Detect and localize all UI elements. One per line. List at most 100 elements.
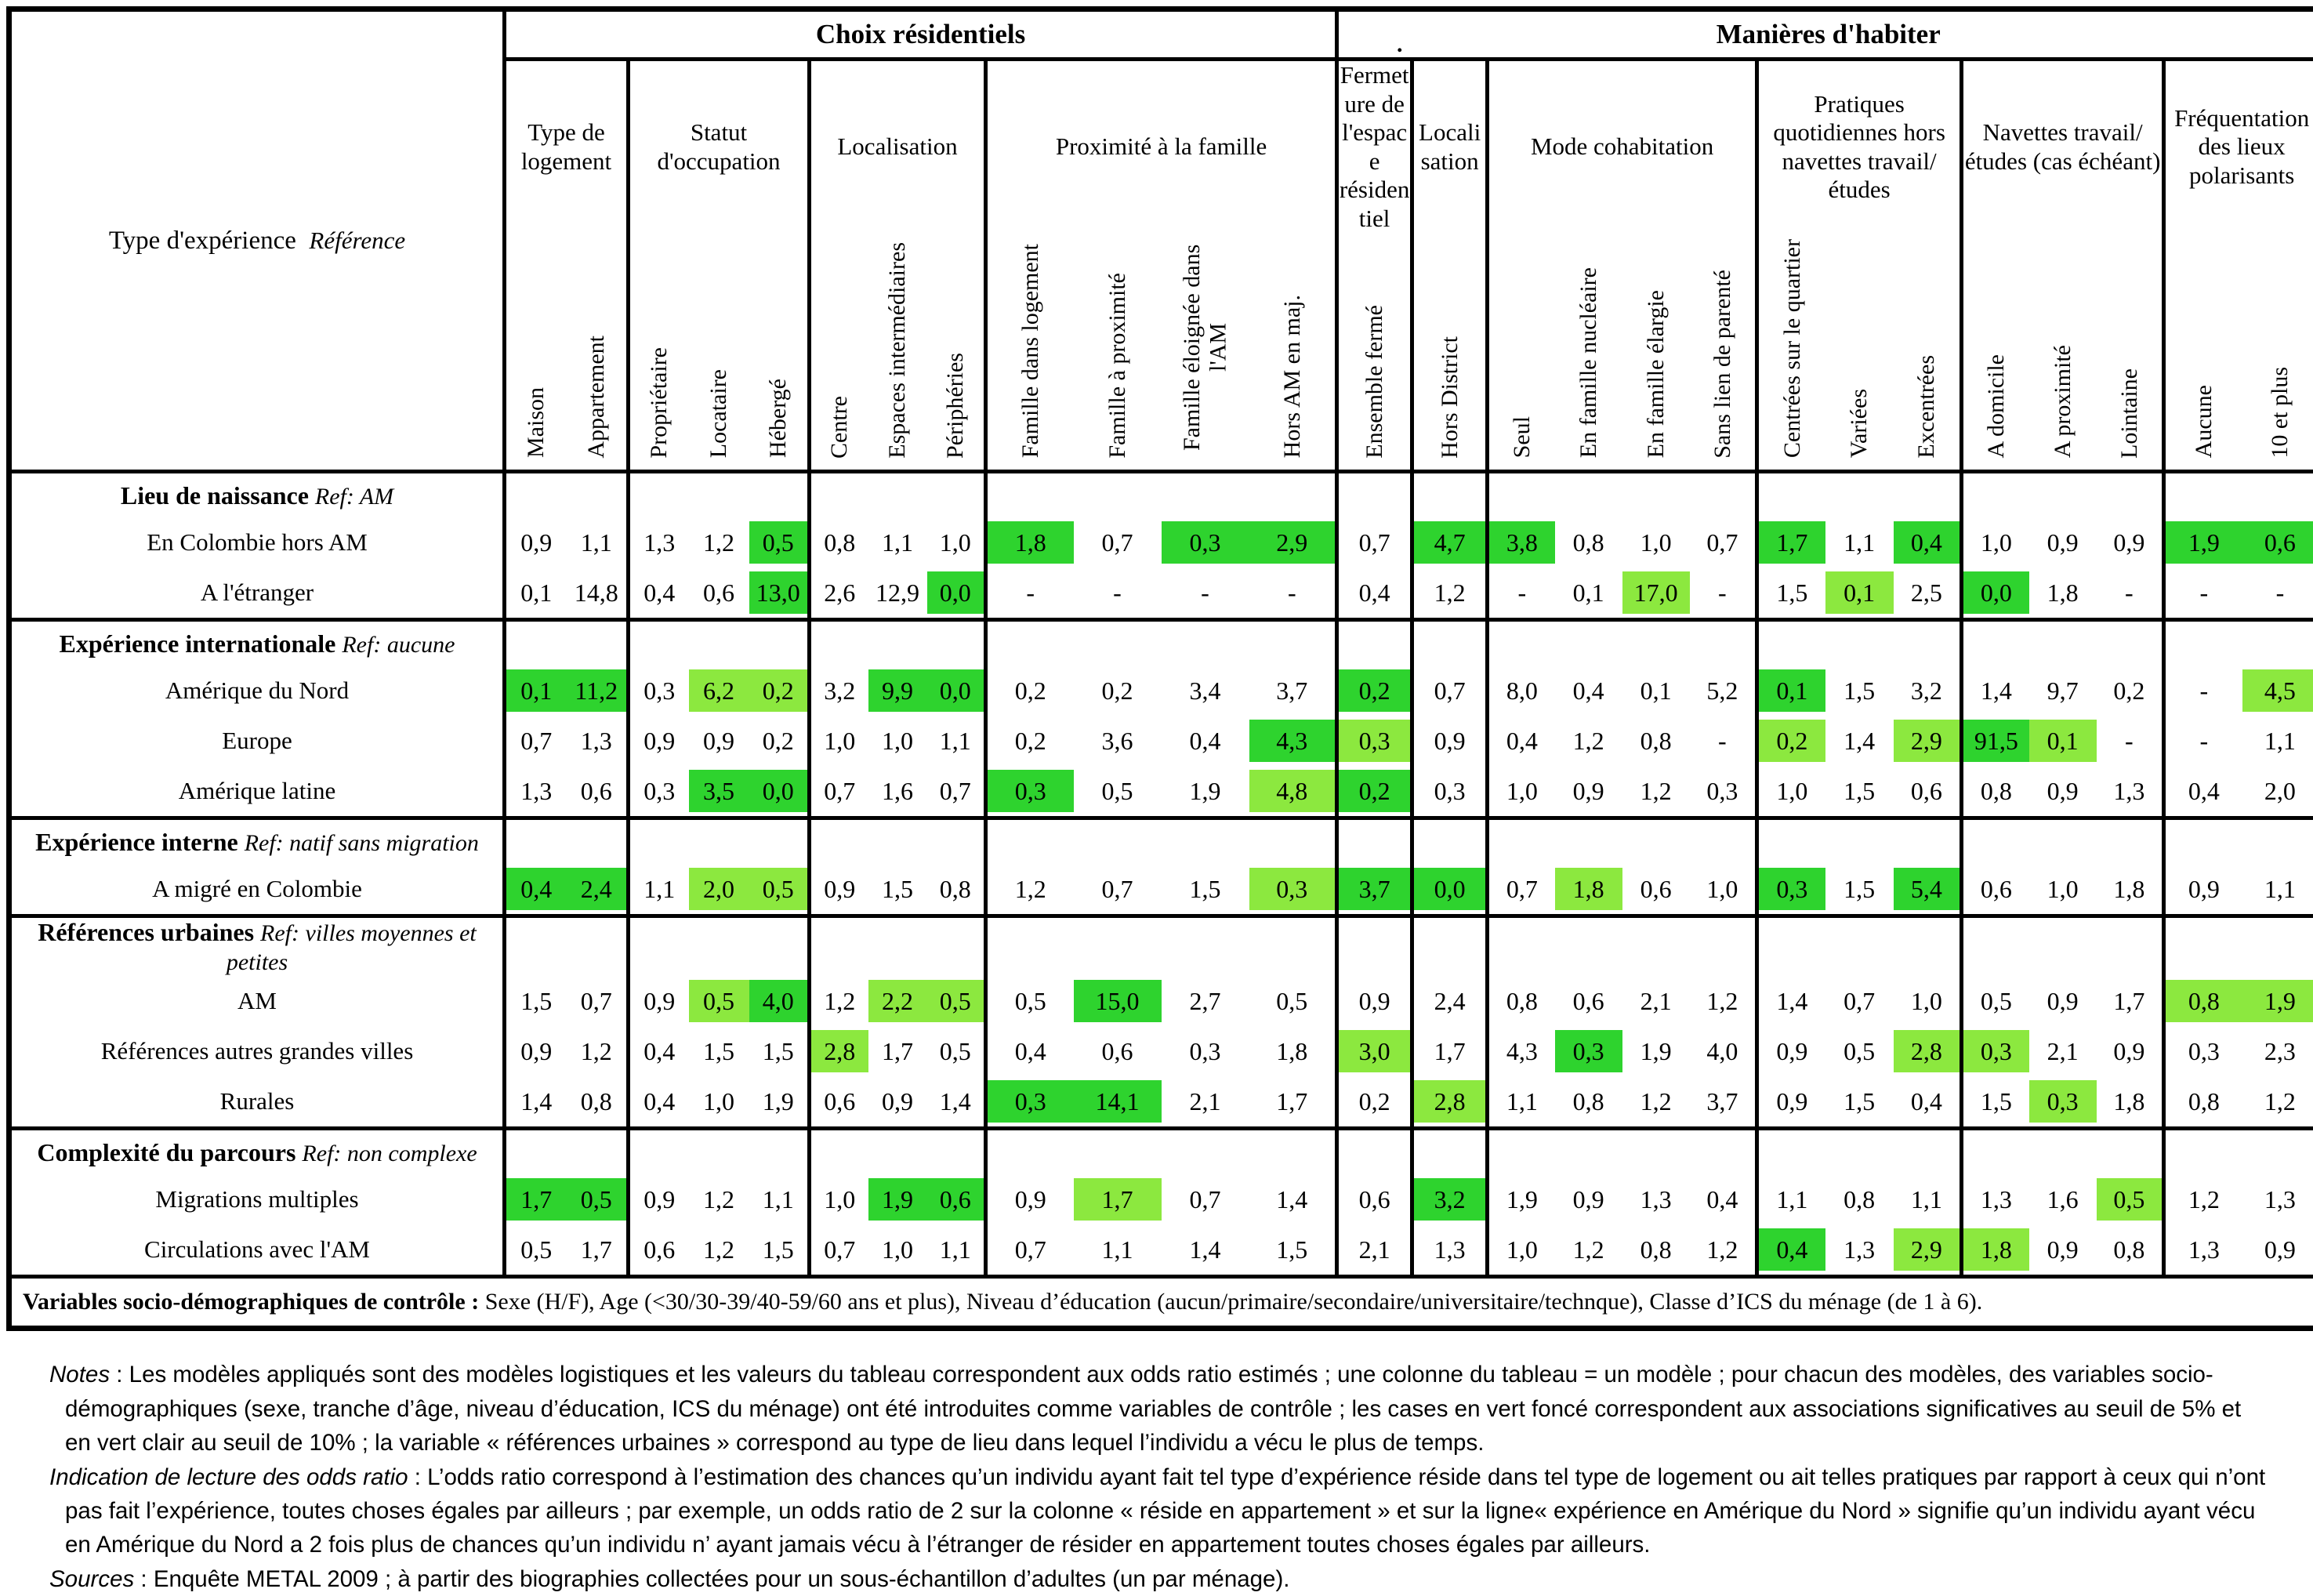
column-header-cell: Seul	[1488, 233, 1555, 472]
odds-ratio-value: -	[2200, 676, 2209, 705]
odds-ratio-value: 12,9	[876, 579, 919, 607]
odds-ratio-cell: 0,9	[2029, 1224, 2097, 1277]
odds-ratio-cell: 1,1	[1488, 1076, 1555, 1129]
row-label: AM	[9, 976, 505, 1026]
odds-ratio-value: 1,2	[2264, 1087, 2296, 1115]
empty-section-cell	[505, 818, 629, 865]
odds-ratio-cell: 0,9	[2097, 517, 2164, 568]
odds-ratio-value: 1,1	[1102, 1235, 1133, 1264]
note-lead: Sources	[49, 1566, 134, 1592]
column-label: Centre	[826, 396, 853, 459]
odds-ratio-value: 0,1	[520, 579, 552, 607]
odds-ratio-value: 1,2	[824, 987, 855, 1015]
odds-ratio-cell: 0,7	[1488, 864, 1555, 916]
odds-ratio-value: 5,4	[1911, 875, 1942, 903]
odds-ratio-value: 0,9	[644, 987, 675, 1015]
odds-ratio-value: 1,0	[1776, 777, 1807, 805]
odds-ratio-value: 1,7	[520, 1185, 552, 1213]
odds-ratio-value: 1,5	[1776, 579, 1807, 607]
odds-ratio-cell: 0,2	[986, 716, 1074, 766]
odds-ratio-value: 0,1	[1640, 676, 1672, 705]
corner-cell: Type d'expérience Référence	[9, 9, 505, 472]
column-header-cell: En famille nucléaire	[1555, 233, 1622, 472]
odds-ratio-cell: 1,9	[2164, 517, 2242, 568]
odds-ratio-cell: 0,5	[927, 1026, 986, 1076]
odds-ratio-value: 1,5	[763, 1235, 794, 1264]
odds-ratio-cell: 1,2	[1412, 568, 1488, 620]
odds-ratio-cell: 1,9	[1162, 766, 1249, 818]
odds-ratio-value: 4,8	[1276, 777, 1307, 805]
odds-ratio-cell: 0,7	[1074, 864, 1162, 916]
group-fermeture-espace: Fermet ure de l'espac e résiden tiel	[1337, 60, 1412, 234]
odds-ratio-cell: 1,4	[1825, 716, 1894, 766]
odds-ratio-value: 1,5	[1981, 1087, 2012, 1115]
control-variables-cell: Variables socio-démographiques de contrô…	[9, 1277, 2313, 1329]
odds-ratio-cell: 1,9	[749, 1076, 810, 1129]
odds-ratio-cell: 0,9	[986, 1174, 1074, 1224]
odds-ratio-value: 0,9	[1573, 777, 1604, 805]
group-mode-cohabitation: Mode cohabitation	[1488, 60, 1757, 234]
empty-section-cell	[1962, 1129, 2164, 1175]
empty-section-cell	[1337, 620, 1412, 666]
odds-ratio-value: 0,8	[1844, 1185, 1875, 1213]
odds-ratio-value: 1,2	[1573, 727, 1604, 755]
odds-ratio-cell: 1,0	[689, 1076, 749, 1129]
odds-ratio-cell: 0,9	[868, 1076, 927, 1129]
odds-ratio-cell: 0,7	[1162, 1174, 1249, 1224]
odds-ratio-cell: 0,4	[1555, 666, 1622, 716]
odds-ratio-value: 1,0	[824, 727, 855, 755]
column-label: Lointaine	[2116, 368, 2143, 459]
odds-ratio-value: 1,2	[1706, 987, 1738, 1015]
odds-ratio-value: 0,2	[1015, 727, 1046, 755]
column-header-cell: Maison	[505, 233, 567, 472]
odds-ratio-cell: 0,2	[1337, 666, 1412, 716]
odds-ratio-cell: 1,0	[1488, 766, 1555, 818]
empty-section-cell	[986, 916, 1337, 977]
odds-ratio-cell: 1,0	[927, 517, 986, 568]
odds-ratio-value: 1,9	[1190, 777, 1221, 805]
odds-ratio-value: 0,3	[1981, 1037, 2012, 1065]
odds-ratio-cell: 3,2	[1894, 666, 1962, 716]
column-header-cell: Hors District	[1412, 233, 1488, 472]
odds-ratio-value: 0,3	[1276, 875, 1307, 903]
odds-ratio-value: 14,8	[575, 579, 618, 607]
odds-ratio-value: 0,8	[940, 875, 971, 903]
odds-ratio-value: 0,9	[2113, 1037, 2144, 1065]
odds-ratio-cell: 0,5	[986, 976, 1074, 1026]
column-label: Centrées sur le quartier	[1779, 239, 1806, 458]
odds-ratio-value: 1,3	[1981, 1185, 2012, 1213]
empty-section-cell	[1757, 916, 1962, 977]
odds-ratio-cell: 0,8	[1622, 1224, 1690, 1277]
odds-ratio-cell: 3,7	[1690, 1076, 1757, 1129]
odds-ratio-value: 0,5	[940, 987, 971, 1015]
column-header-cell: Centre	[810, 233, 868, 472]
odds-ratio-cell: 1,6	[868, 766, 927, 818]
odds-ratio-value: 0,3	[1359, 727, 1390, 755]
odds-ratio-cell: 1,7	[868, 1026, 927, 1076]
odds-ratio-value: 0,5	[763, 875, 794, 903]
row-label: Références autres grandes villes	[9, 1026, 505, 1076]
column-label: Famille à proximité	[1104, 273, 1131, 459]
empty-section-cell	[505, 472, 629, 518]
odds-ratio-value: 1,7	[882, 1037, 913, 1065]
odds-ratio-value: 0,1	[1776, 676, 1807, 705]
odds-ratio-cell: 2,1	[1622, 976, 1690, 1026]
odds-ratio-cell: 0,9	[629, 1174, 689, 1224]
odds-ratio-value: 2,4	[581, 875, 612, 903]
odds-ratio-cell: 0,1	[505, 666, 567, 716]
empty-section-cell	[1962, 472, 2164, 518]
odds-ratio-value: 0,4	[1015, 1037, 1046, 1065]
odds-ratio-cell: 0,5	[2097, 1174, 2164, 1224]
odds-ratio-value: 2,2	[882, 987, 913, 1015]
odds-ratio-value: 2,4	[1434, 987, 1466, 1015]
odds-ratio-value: 0,6	[644, 1235, 675, 1264]
odds-ratio-value: 0,8	[2188, 987, 2220, 1015]
odds-ratio-cell: 0,4	[1757, 1224, 1825, 1277]
odds-ratio-value: 1,4	[1844, 727, 1875, 755]
odds-ratio-value: 1,2	[703, 1185, 734, 1213]
column-label: Famille éloignée dans l'AM	[1179, 237, 1231, 458]
odds-ratio-cell: 1,1	[1074, 1224, 1162, 1277]
odds-ratio-cell: 1,2	[1555, 1224, 1622, 1277]
odds-ratio-value: 1,9	[763, 1087, 794, 1115]
